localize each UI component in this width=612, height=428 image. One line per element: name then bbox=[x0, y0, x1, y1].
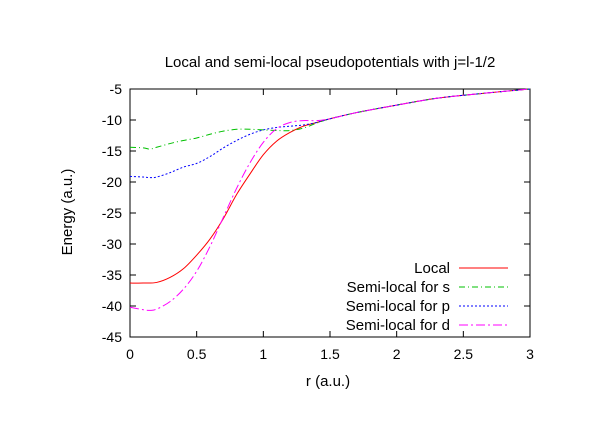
x-tick-label: 1.5 bbox=[320, 346, 340, 362]
x-tick-label: 0.5 bbox=[187, 346, 207, 362]
chart-title: Local and semi-local pseudopotentials wi… bbox=[165, 54, 496, 71]
y-tick-label: -30 bbox=[102, 236, 122, 252]
series-line-4 bbox=[129, 88, 531, 311]
y-tick-label: -45 bbox=[102, 329, 122, 345]
y-tick-label: -40 bbox=[102, 298, 122, 314]
x-tick-label: 1 bbox=[259, 346, 267, 362]
legend-label: Local bbox=[414, 260, 450, 277]
legend-label: Semi-local for s bbox=[347, 279, 450, 296]
series-line-2 bbox=[129, 88, 531, 150]
y-tick-label: -15 bbox=[102, 143, 122, 159]
series-layer bbox=[129, 88, 531, 311]
series-line-1 bbox=[129, 88, 531, 284]
y-tick-label: -5 bbox=[110, 81, 123, 97]
x-tick-label: 3 bbox=[526, 346, 534, 362]
legend-label: Semi-local for d bbox=[346, 317, 450, 334]
x-axis-label: r (a.u.) bbox=[306, 373, 350, 390]
y-tick-label: -35 bbox=[102, 267, 122, 283]
x-tick-label: 2.5 bbox=[454, 346, 474, 362]
axis-ticks: 0 0.5 1 1.5 2 2.5 3 -45 -40 -35 -30 -25 -20 -15 -10 -5 bbox=[102, 81, 534, 362]
y-tick-label: -25 bbox=[102, 205, 122, 221]
x-tick-label: 0 bbox=[126, 346, 134, 362]
series-line-3 bbox=[129, 88, 531, 179]
y-tick-label: -10 bbox=[102, 112, 122, 128]
y-tick-label: -20 bbox=[102, 174, 122, 190]
x-tick-label: 2 bbox=[393, 346, 401, 362]
legend-label: Semi-local for p bbox=[346, 298, 450, 315]
plot-frame bbox=[129, 88, 531, 338]
y-axis-label: Energy (a.u.) bbox=[59, 169, 76, 256]
legend: Local Semi-local for s Semi-local for p Sem… bbox=[346, 260, 508, 334]
